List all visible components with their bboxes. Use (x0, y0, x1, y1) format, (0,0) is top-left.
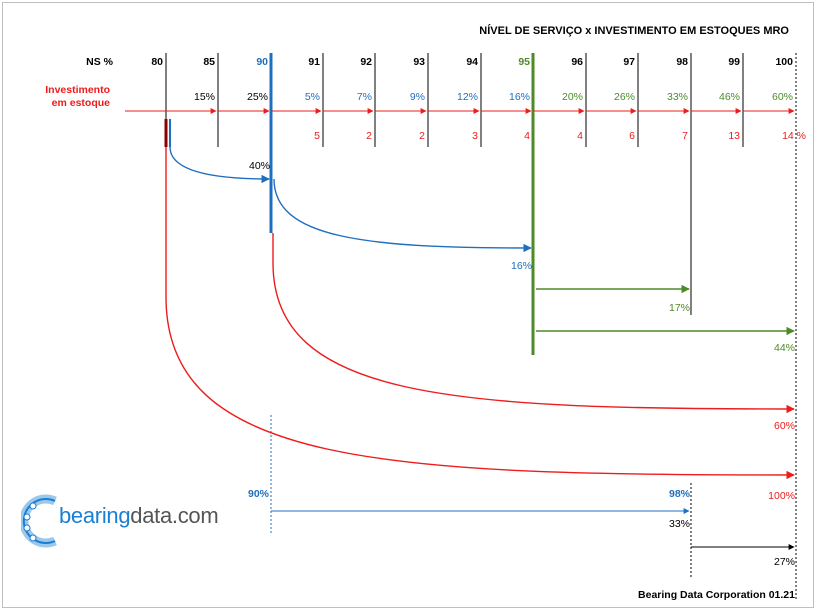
level-header-96: 96 (571, 56, 583, 68)
logo-wordmark: bearingdata.com (59, 503, 219, 529)
column-lines (125, 53, 797, 599)
investment-row-label-1: Investimento (45, 84, 110, 96)
arc-90-95 (273, 178, 532, 253)
cumulative-investment-98: 33% (667, 91, 688, 103)
step-increment-91: 5 (314, 130, 320, 142)
investment-row-label-2: em estoque (52, 97, 111, 109)
cumulative-investment-90: 25% (247, 91, 268, 103)
compare-tail-label: 27% (774, 556, 795, 568)
step-increment-92: 2 (366, 130, 372, 142)
cumulative-investment-100: 60% (772, 91, 793, 103)
level-header-92: 92 (360, 56, 372, 68)
diagram-title: NÍVEL DE SERVIÇO x INVESTIMENTO EM ESTOQ… (479, 25, 789, 37)
level-header-99: 99 (728, 56, 740, 68)
level-header-91: 91 (308, 56, 320, 68)
cumulative-investment-92: 7% (357, 91, 372, 103)
ns-row-label: NS % (86, 56, 114, 68)
level-header-100: 100 (775, 56, 793, 68)
step-increment-95: 4 (524, 130, 530, 142)
step-increment-93: 2 (419, 130, 425, 142)
arc-label-95-100: 44% (774, 342, 795, 354)
credit-line: Bearing Data Corporation 01.21 (638, 589, 795, 601)
step-increment-100: 14 % (782, 130, 806, 142)
step-increment-96: 4 (577, 130, 583, 142)
arc-label-90-100: 60% (774, 420, 795, 432)
step-increment-98: 7 (682, 130, 688, 142)
level-header-97: 97 (623, 56, 635, 68)
bearingdata-logo: bearingdata.com (19, 493, 231, 549)
level-header-94: 94 (466, 56, 478, 68)
compare-span-label: 33% (669, 518, 690, 530)
bearing-ring-icon (19, 494, 57, 548)
arcs-layer (165, 146, 795, 550)
arc-label-90-95: 16% (511, 260, 532, 272)
step-increment-99: 13 (728, 130, 740, 142)
step-increment-97: 6 (629, 130, 635, 142)
level-header-80: 80 (151, 56, 163, 68)
cumulative-investment-93: 9% (410, 91, 425, 103)
cumulative-investment-94: 12% (457, 91, 478, 103)
arc-90-100 (272, 233, 795, 414)
compare-end-label: 98% (669, 488, 691, 500)
cumulative-investment-91: 5% (305, 91, 320, 103)
diagram-frame: NS % Investimento em estoque 80 85 90 91 92 93 94… (2, 2, 814, 608)
arc-label-80-90: 40% (249, 160, 270, 172)
logo-prefix: bearing (59, 503, 131, 528)
compare-start-label: 90% (248, 488, 270, 500)
cumulative-investment-95: 16% (509, 91, 530, 103)
level-header-93: 93 (413, 56, 425, 68)
level-header-98: 98 (676, 56, 688, 68)
cumulative-investment-99: 46% (719, 91, 740, 103)
level-header-85: 85 (203, 56, 215, 68)
logo-suffix: data.com (130, 503, 219, 528)
level-header-90: 90 (256, 56, 268, 68)
arc-label-80-100: 100% (768, 490, 795, 502)
cumulative-investment-97: 26% (614, 91, 635, 103)
cumulative-investment-96: 20% (562, 91, 583, 103)
level-header-95: 95 (518, 56, 530, 68)
arc-label-95-98: 17% (669, 302, 690, 314)
arc-80-100 (165, 147, 795, 480)
arc-80-90 (169, 146, 270, 184)
cumulative-investment-85: 15% (194, 91, 215, 103)
step-increment-94: 3 (472, 130, 478, 142)
